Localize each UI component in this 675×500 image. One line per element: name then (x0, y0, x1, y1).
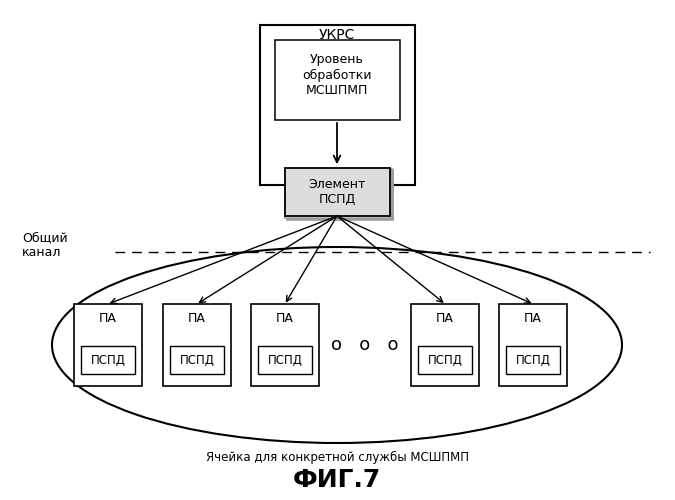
Text: ПСПД: ПСПД (90, 354, 126, 366)
Text: ПСПД: ПСПД (180, 354, 215, 366)
Bar (286, 169, 393, 219)
Text: Элемент
ПСПД: Элемент ПСПД (308, 178, 366, 206)
Bar (418, 346, 472, 374)
Text: ПА: ПА (276, 312, 294, 324)
Bar (170, 346, 224, 374)
Bar (259, 25, 414, 185)
Bar (74, 304, 142, 386)
Text: ФИГ.7: ФИГ.7 (293, 468, 381, 492)
Bar (163, 304, 231, 386)
Bar (284, 168, 389, 216)
Text: ПСПД: ПСПД (427, 354, 462, 366)
Bar (81, 346, 135, 374)
Text: Общий
канал: Общий канал (22, 231, 68, 259)
Text: Уровень
обработки
МСШПМП: Уровень обработки МСШПМП (302, 54, 372, 96)
Text: ПА: ПА (188, 312, 206, 324)
Bar (258, 346, 312, 374)
Text: ПА: ПА (524, 312, 542, 324)
Text: ПСПД: ПСПД (516, 354, 551, 366)
Text: о   о   о: о о о (331, 336, 399, 354)
Bar (506, 346, 560, 374)
Bar (284, 168, 392, 218)
Bar (275, 40, 400, 120)
Bar (251, 304, 319, 386)
Bar (499, 304, 567, 386)
Text: ПА: ПА (99, 312, 117, 324)
Text: ПСПД: ПСПД (267, 354, 302, 366)
Text: Ячейка для конкретной службы МСШПМП: Ячейка для конкретной службы МСШПМП (205, 451, 468, 464)
Text: ПА: ПА (436, 312, 454, 324)
Bar (285, 168, 392, 218)
Text: УКРС: УКРС (319, 28, 355, 42)
Bar (411, 304, 479, 386)
Bar (286, 170, 394, 220)
